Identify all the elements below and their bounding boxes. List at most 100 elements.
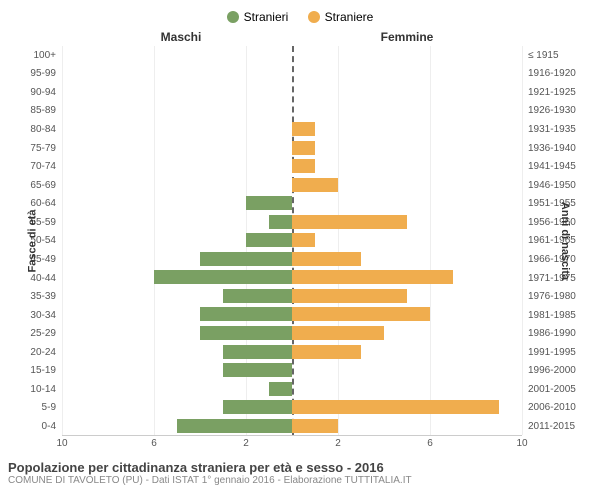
bar-male [154,270,292,284]
age-label: 25-29 [8,328,56,339]
bar-row [62,233,522,247]
age-label: 20-24 [8,347,56,358]
bar-female [292,307,430,321]
bar-row [62,67,522,81]
bar-row [62,400,522,414]
birth-label: 1986-1990 [528,328,592,339]
bar-male [200,326,292,340]
legend-swatch-female [308,11,320,23]
chart-subtitle: COMUNE DI TAVOLETO (PU) - Dati ISTAT 1° … [8,475,592,486]
age-label: 35-39 [8,291,56,302]
chart-footer: Popolazione per cittadinanza straniera p… [8,460,592,486]
bar-male [246,196,292,210]
legend: Stranieri Straniere [8,10,592,26]
bar-rows [62,46,522,435]
age-label: 85-89 [8,105,56,116]
age-label: 0-4 [8,421,56,432]
bar-row [62,104,522,118]
bar-female [292,233,315,247]
x-axis: 10622610 [8,438,592,452]
chart-area: Fasce di età 100+95-9990-9485-8980-8475-… [8,46,592,436]
bar-female [292,345,361,359]
birth-axis-title: Anni di nascita [559,202,571,280]
birth-labels: Anni di nascita ≤ 19151916-19201921-1925… [522,46,592,436]
bar-male [246,233,292,247]
bar-row [62,419,522,433]
bar-female [292,252,361,266]
x-tick-label: 6 [427,438,433,449]
birth-label: 1926-1930 [528,105,592,116]
chart-container: Stranieri Straniere Maschi Femmine Fasce… [0,0,600,500]
bar-male [223,345,292,359]
x-tick-label: 10 [56,438,67,449]
bar-female [292,270,453,284]
bar-female [292,178,338,192]
bar-row [62,48,522,62]
birth-label: 1976-1980 [528,291,592,302]
age-label: 15-19 [8,365,56,376]
bar-female [292,215,407,229]
bar-male [177,419,292,433]
age-label: 75-79 [8,143,56,154]
bar-female [292,141,315,155]
bar-female [292,419,338,433]
x-ticks: 10622610 [62,438,522,452]
age-label: 90-94 [8,87,56,98]
age-label: 30-34 [8,310,56,321]
legend-item-female: Straniere [308,10,374,24]
x-tick-label: 10 [516,438,527,449]
bar-row [62,159,522,173]
legend-swatch-male [227,11,239,23]
legend-label-male: Stranieri [244,10,289,24]
birth-label: 1991-1995 [528,347,592,358]
bar-male [269,215,292,229]
age-label: 70-74 [8,161,56,172]
legend-item-male: Stranieri [227,10,289,24]
bar-row [62,289,522,303]
bar-female [292,159,315,173]
age-label: 100+ [8,50,56,61]
bar-female [292,289,407,303]
x-tick-label: 2 [335,438,341,449]
bar-row [62,307,522,321]
birth-label: 1996-2000 [528,365,592,376]
birth-label: 1941-1945 [528,161,592,172]
birth-label: 2006-2010 [528,402,592,413]
column-headers: Maschi Femmine [8,30,592,44]
bar-male [200,307,292,321]
bar-row [62,326,522,340]
birth-label: ≤ 1915 [528,50,592,61]
age-labels: Fasce di età 100+95-9990-9485-8980-8475-… [8,46,62,436]
legend-label-female: Straniere [325,10,374,24]
header-male: Maschi [68,30,294,44]
age-label: 40-44 [8,273,56,284]
bar-row [62,85,522,99]
bar-row [62,141,522,155]
age-label: 65-69 [8,180,56,191]
bar-row [62,178,522,192]
header-female: Femmine [294,30,520,44]
age-label: 60-64 [8,198,56,209]
x-tick-label: 2 [243,438,249,449]
bar-male [269,382,292,396]
age-label: 80-84 [8,124,56,135]
bar-row [62,345,522,359]
plot-area [62,46,522,436]
birth-label: 2011-2015 [528,421,592,432]
bar-female [292,122,315,136]
chart-title: Popolazione per cittadinanza straniera p… [8,460,592,475]
age-axis-title: Fasce di età [26,210,38,273]
bar-male [223,363,292,377]
bar-female [292,400,499,414]
bar-male [223,400,292,414]
birth-label: 1981-1985 [528,310,592,321]
bar-row [62,382,522,396]
bar-row [62,122,522,136]
bar-male [223,289,292,303]
birth-label: 1916-1920 [528,68,592,79]
birth-label: 2001-2005 [528,384,592,395]
bar-row [62,252,522,266]
bar-row [62,215,522,229]
birth-label: 1931-1935 [528,124,592,135]
bar-row [62,270,522,284]
